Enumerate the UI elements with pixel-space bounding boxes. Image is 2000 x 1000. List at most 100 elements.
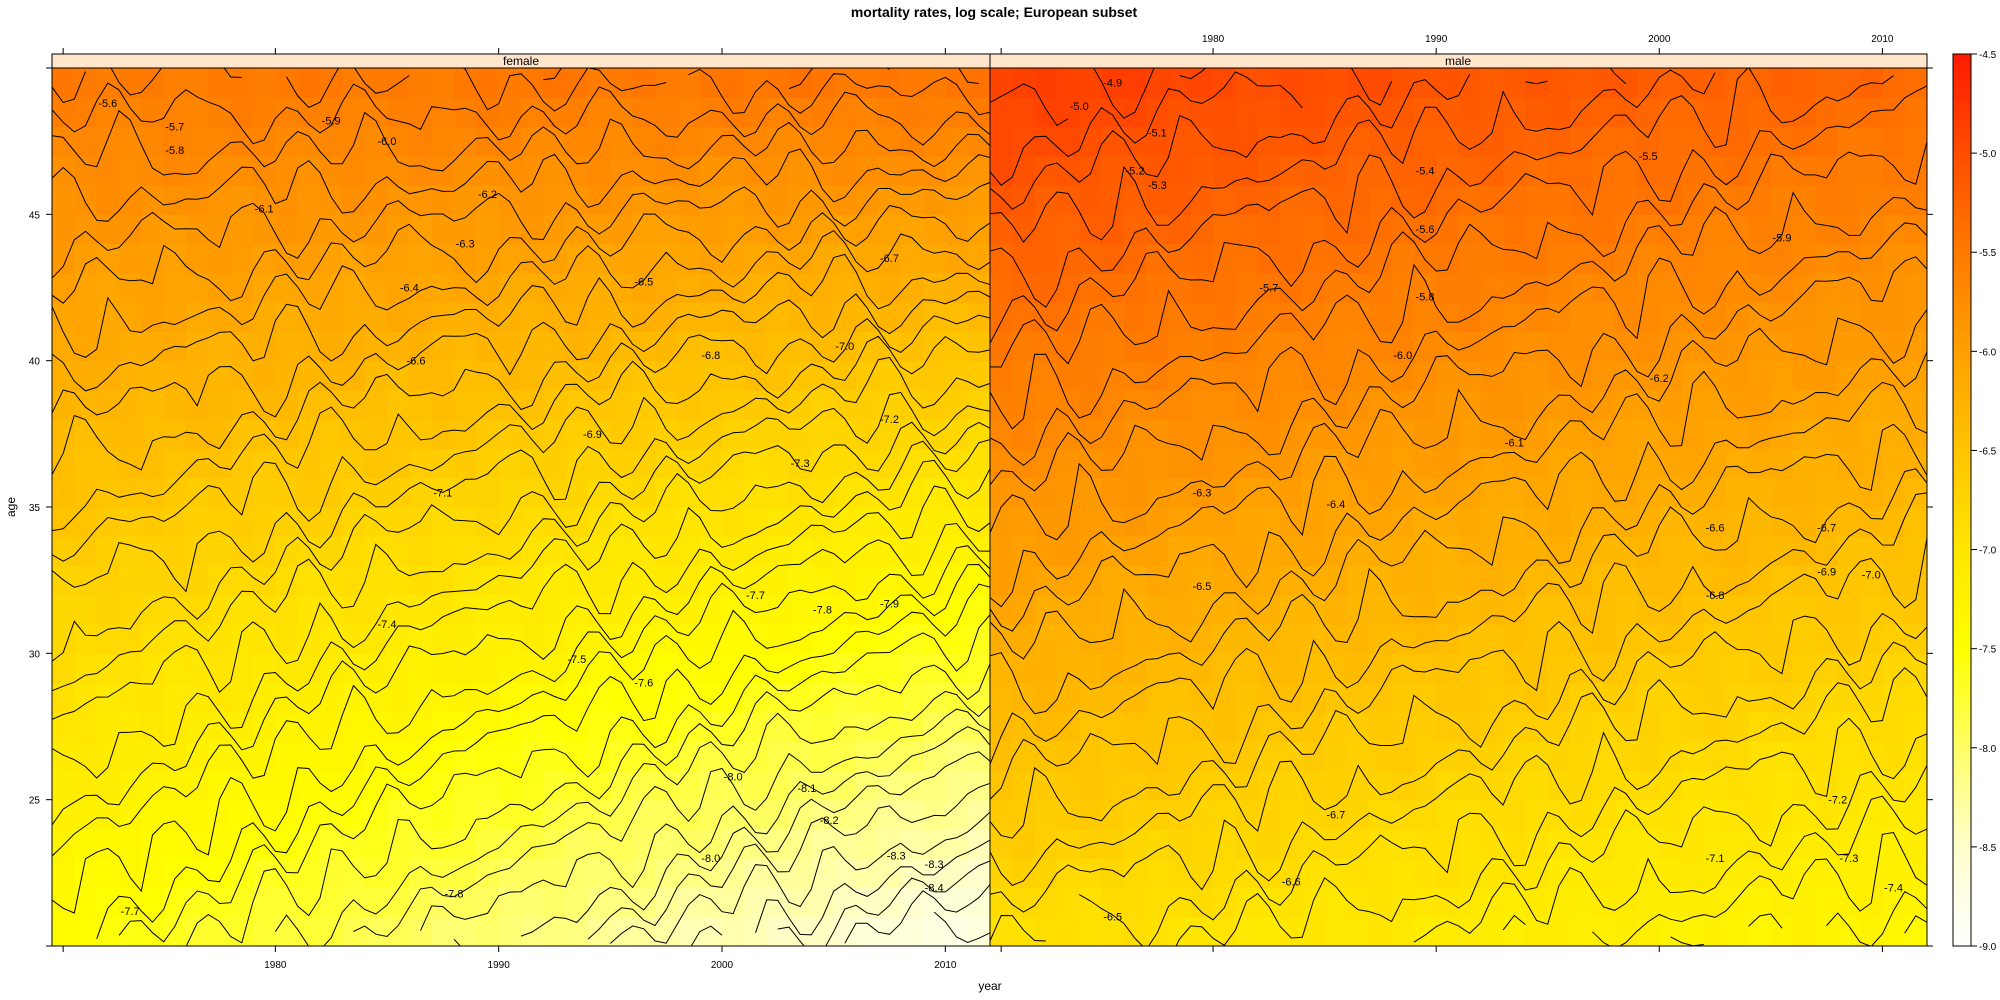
heat-cell xyxy=(588,741,611,771)
heat-cell xyxy=(990,419,1013,450)
heat-cell xyxy=(1726,243,1750,274)
heat-cell xyxy=(565,741,589,771)
heat-cell xyxy=(1168,97,1192,128)
heat-cell xyxy=(1413,389,1437,420)
heat-cell xyxy=(320,536,343,567)
heat-cell xyxy=(543,68,567,98)
heat-cell xyxy=(1837,507,1861,537)
contour-label: -7.3 xyxy=(1839,853,1858,865)
heat-cell xyxy=(1101,419,1125,450)
heat-cell xyxy=(1480,711,1504,742)
heat-cell xyxy=(1592,185,1616,215)
heat-cell xyxy=(1860,682,1883,713)
heat-cell xyxy=(967,799,990,830)
heat-cell xyxy=(1413,653,1437,684)
heat-cell xyxy=(722,214,745,245)
heat-cell xyxy=(766,126,790,157)
heat-cell xyxy=(186,682,209,713)
heat-cell xyxy=(967,214,990,245)
heat-cell xyxy=(476,419,500,450)
heat-cell xyxy=(1280,858,1303,889)
heat-cell xyxy=(1123,272,1147,303)
heat-cell xyxy=(74,828,98,859)
heat-cell xyxy=(1703,887,1727,918)
heat-cell xyxy=(364,302,388,332)
heat-cell xyxy=(521,68,544,98)
heat-cell xyxy=(1681,799,1705,830)
heat-cell xyxy=(163,711,187,742)
heat-cell xyxy=(856,594,879,625)
heat-cell xyxy=(699,799,723,830)
heat-cell xyxy=(1190,360,1214,391)
contour-label: -7.7 xyxy=(121,906,140,918)
heat-cell xyxy=(990,214,1013,245)
heat-cell xyxy=(1168,389,1192,420)
heat-cell xyxy=(1904,741,1927,771)
heat-cell xyxy=(1882,331,1906,362)
contour-line xyxy=(990,423,1927,660)
contour-line xyxy=(52,68,990,116)
heat-cell xyxy=(1034,389,1058,420)
heat-cell xyxy=(1503,360,1527,391)
heat-cell xyxy=(1525,887,1549,918)
heat-cell xyxy=(1034,594,1058,625)
heat-cell xyxy=(744,97,768,128)
heat-cell xyxy=(454,214,477,245)
heat-cell xyxy=(1391,799,1415,830)
heat-cell xyxy=(1034,302,1058,332)
heat-cell xyxy=(945,155,969,186)
heat-cell xyxy=(119,711,142,742)
heat-cell xyxy=(588,68,611,98)
heat-cell xyxy=(1636,272,1660,303)
heat-cell xyxy=(967,477,990,508)
heat-cell xyxy=(1302,389,1326,420)
heat-cell xyxy=(208,331,232,362)
heat-cell xyxy=(119,594,142,625)
heat-cell xyxy=(1369,799,1393,830)
heat-cell xyxy=(498,272,522,303)
heat-cell xyxy=(632,799,656,830)
heat-cell xyxy=(1547,858,1571,889)
heat-cell xyxy=(833,477,857,508)
heat-cell xyxy=(677,419,701,450)
heat-cell xyxy=(141,448,165,479)
heat-cell xyxy=(1302,126,1326,157)
heat-cell xyxy=(945,448,969,479)
heat-cell xyxy=(208,653,232,684)
heat-cell xyxy=(900,682,924,713)
heat-cell xyxy=(431,916,455,946)
heat-cell xyxy=(1860,828,1883,859)
male-panel-contours xyxy=(990,68,1927,946)
heat-cell xyxy=(275,887,299,918)
heat-cell xyxy=(1882,828,1906,859)
heat-cell xyxy=(1436,887,1460,918)
heat-cell xyxy=(1681,360,1705,391)
heat-cell xyxy=(119,916,142,946)
heat-cell xyxy=(632,68,656,98)
heat-cell xyxy=(253,565,276,596)
heat-cell xyxy=(1391,243,1415,274)
heat-cell xyxy=(878,477,902,508)
heat-cell xyxy=(833,594,857,625)
heat-cell xyxy=(1056,448,1080,479)
heat-cell xyxy=(744,272,768,303)
heat-cell xyxy=(856,126,879,157)
heat-cell xyxy=(52,155,75,186)
heat-cell xyxy=(186,302,209,332)
heat-cell xyxy=(431,565,455,596)
heat-cell xyxy=(789,536,812,567)
heat-cell xyxy=(856,507,879,537)
heat-cell xyxy=(320,653,343,684)
heat-cell xyxy=(1726,682,1750,713)
heat-cell xyxy=(387,624,410,654)
heat-cell xyxy=(856,536,879,567)
heat-cell xyxy=(297,68,321,98)
heat-cell xyxy=(967,272,990,303)
heat-cell xyxy=(141,331,165,362)
heat-cell xyxy=(1659,389,1683,420)
heat-cell xyxy=(1034,155,1058,186)
heat-cell xyxy=(945,360,969,391)
heat-cell xyxy=(610,624,634,654)
heat-cell xyxy=(1748,185,1772,215)
heat-cell xyxy=(1346,389,1370,420)
